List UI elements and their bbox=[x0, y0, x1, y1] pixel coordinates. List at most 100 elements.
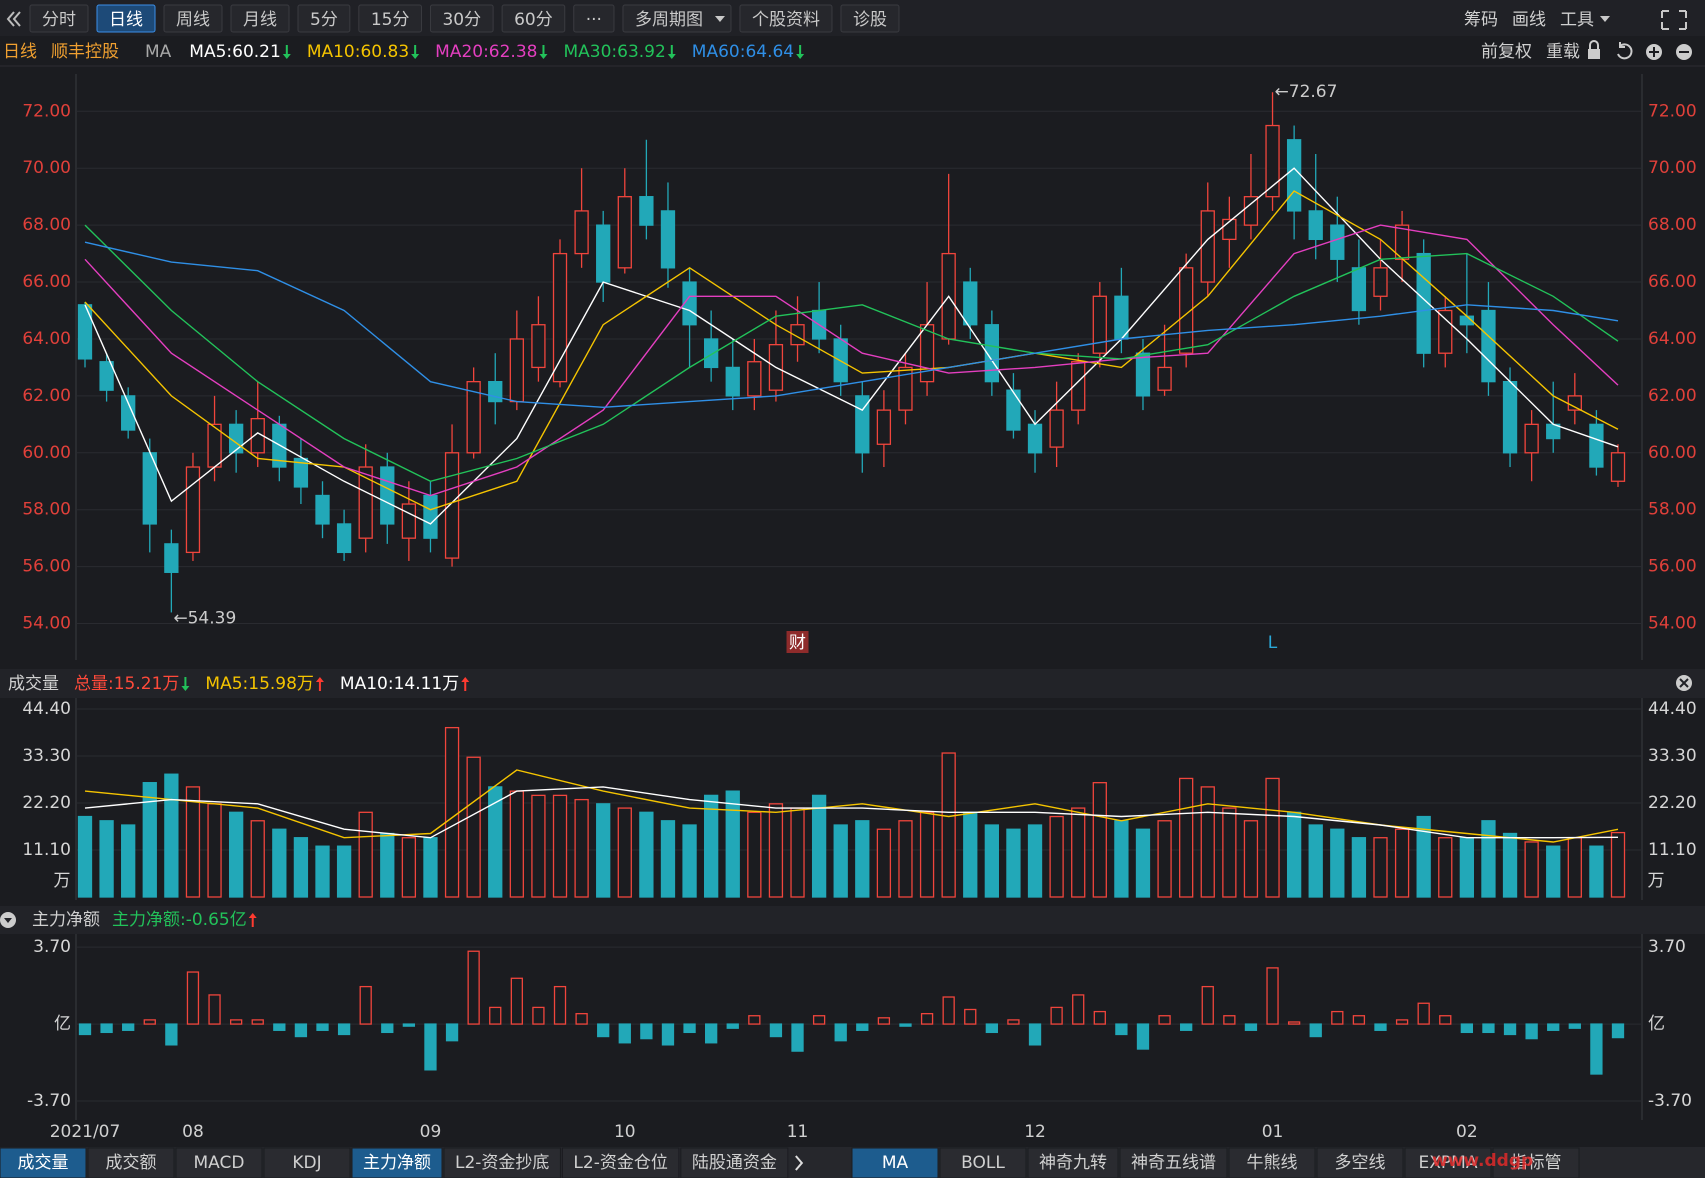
volume-legend: MA10:14.11万 bbox=[340, 674, 459, 694]
indicator-tab-label[interactable]: MA bbox=[882, 1153, 909, 1173]
period-tab-label[interactable]: 5分 bbox=[310, 10, 338, 30]
candle-body bbox=[1114, 295, 1129, 340]
indicator-tab[interactable] bbox=[443, 1147, 561, 1178]
flow-bar bbox=[575, 1013, 588, 1025]
period-tab-label[interactable]: 60分 bbox=[514, 10, 553, 30]
volume-bar bbox=[811, 794, 827, 898]
period-tab[interactable] bbox=[739, 4, 833, 33]
indicator-tab-label[interactable]: 成交额 bbox=[106, 1153, 157, 1173]
indicator-tab-label[interactable]: L2-资金仓位 bbox=[573, 1153, 667, 1173]
indicator-tab-label[interactable]: MACD bbox=[194, 1153, 245, 1173]
back-icon[interactable] bbox=[6, 11, 15, 27]
indicator-tab-label[interactable]: KDJ bbox=[292, 1153, 321, 1173]
undo-icon[interactable] bbox=[1617, 42, 1633, 60]
period-tab-label[interactable]: ··· bbox=[586, 10, 602, 30]
indicator-tab-label[interactable]: 主力净额 bbox=[363, 1153, 431, 1173]
close-icon[interactable] bbox=[1679, 678, 1689, 688]
indicator-tab-label[interactable]: 陆股通资金 bbox=[692, 1153, 777, 1173]
more-tabs-icon[interactable] bbox=[795, 1155, 804, 1171]
indicator-tab[interactable] bbox=[0, 1147, 87, 1178]
zoom-in-icon[interactable] bbox=[1649, 47, 1659, 57]
volume-bar bbox=[682, 824, 697, 898]
collapse-icon[interactable] bbox=[4, 918, 12, 923]
indicator-tab[interactable] bbox=[1492, 1147, 1580, 1178]
indicator-tab-label[interactable]: 神奇九转 bbox=[1039, 1153, 1107, 1173]
tool-button[interactable]: 画线 bbox=[1512, 10, 1546, 30]
indicator-tab[interactable] bbox=[680, 1147, 789, 1178]
indicator-tab[interactable] bbox=[1027, 1147, 1119, 1178]
period-tab[interactable] bbox=[840, 4, 900, 33]
indicator-tab[interactable] bbox=[351, 1147, 443, 1178]
indicator-tab[interactable] bbox=[1119, 1147, 1228, 1178]
period-tab-label[interactable]: 个股资料 bbox=[752, 10, 820, 30]
flow-bar bbox=[489, 1006, 502, 1025]
period-tab[interactable] bbox=[358, 4, 422, 33]
volume-bar bbox=[747, 811, 762, 898]
indicator-tab[interactable] bbox=[561, 1147, 680, 1178]
period-tab-label[interactable]: 30分 bbox=[442, 10, 481, 30]
indicator-tab-label[interactable]: BOLL bbox=[961, 1153, 1005, 1173]
info-text: MA bbox=[145, 42, 172, 62]
back-icon[interactable] bbox=[12, 11, 21, 27]
volume-bar bbox=[552, 794, 568, 898]
period-tab[interactable] bbox=[163, 4, 223, 33]
period-tab[interactable] bbox=[573, 4, 615, 33]
y-tick-label-right: 68.00 bbox=[1648, 215, 1697, 235]
indicator-tab-label[interactable]: L2-资金抄底 bbox=[455, 1153, 549, 1173]
candle-body bbox=[99, 361, 114, 391]
ma-line bbox=[84, 224, 1619, 483]
indicator-tab[interactable] bbox=[1228, 1147, 1316, 1178]
period-tab[interactable] bbox=[429, 4, 494, 33]
indicator-tab-label[interactable]: EXPMA bbox=[1419, 1153, 1478, 1173]
indicator-tab-label[interactable]: 指标管 bbox=[1511, 1153, 1562, 1173]
volume-bar bbox=[1610, 831, 1626, 898]
indicator-tab[interactable] bbox=[175, 1147, 263, 1178]
period-tab-label[interactable]: 分时 bbox=[42, 10, 76, 30]
period-tab[interactable] bbox=[96, 4, 156, 33]
indicator-tab[interactable] bbox=[851, 1147, 939, 1178]
info-row bbox=[0, 37, 1705, 65]
volume-bar bbox=[293, 837, 309, 898]
option-button[interactable]: 重载 bbox=[1546, 42, 1580, 62]
ma-legend: MA20:62.38 bbox=[435, 42, 537, 62]
indicator-tab[interactable] bbox=[1316, 1147, 1404, 1178]
volume-bar bbox=[164, 773, 179, 898]
y-tick-label-right: 60.00 bbox=[1648, 443, 1697, 463]
tool-button[interactable]: 工具 bbox=[1560, 10, 1594, 30]
lock-icon[interactable] bbox=[1588, 49, 1600, 59]
flow-bar bbox=[597, 1023, 610, 1038]
period-tab[interactable] bbox=[230, 4, 290, 33]
period-tab-label[interactable]: 多周期图 bbox=[635, 10, 703, 30]
flow-bar bbox=[100, 1023, 113, 1034]
option-button[interactable]: 前复权 bbox=[1481, 42, 1532, 62]
period-tab[interactable] bbox=[297, 4, 351, 33]
indicator-tab-label[interactable]: 牛熊线 bbox=[1247, 1153, 1298, 1173]
period-tab[interactable] bbox=[29, 4, 89, 33]
unit-label: 万 bbox=[54, 871, 71, 891]
period-tab-label[interactable]: 日线 bbox=[109, 10, 143, 30]
period-tab-label[interactable]: 月线 bbox=[243, 10, 277, 30]
indicator-tab-label[interactable]: 神奇五线谱 bbox=[1131, 1153, 1216, 1173]
volume-bar bbox=[855, 820, 870, 898]
indicator-tab-label[interactable]: 多空线 bbox=[1335, 1153, 1386, 1173]
fullscreen-icon[interactable] bbox=[1661, 10, 1687, 30]
volume-bar bbox=[1567, 837, 1582, 898]
indicator-tab[interactable] bbox=[263, 1147, 351, 1178]
indicator-tab-label[interactable]: 成交量 bbox=[18, 1153, 69, 1173]
indicator-tab[interactable] bbox=[1404, 1147, 1492, 1178]
period-tab-label[interactable]: 15分 bbox=[371, 10, 410, 30]
candle-body bbox=[639, 196, 654, 226]
event-marker: 财 bbox=[789, 633, 806, 653]
volume-bar bbox=[358, 811, 373, 898]
ma-line bbox=[84, 241, 1619, 409]
period-tab-label[interactable]: 周线 bbox=[176, 10, 210, 30]
period-tab-label[interactable]: 诊股 bbox=[853, 10, 887, 30]
period-tab[interactable] bbox=[501, 4, 566, 33]
indicator-tab[interactable] bbox=[87, 1147, 175, 1178]
lock-icon[interactable] bbox=[1589, 40, 1599, 49]
y-tick-label-right: 72.00 bbox=[1648, 101, 1697, 121]
y-tick-label-right: -3.70 bbox=[1648, 1091, 1692, 1111]
period-tab[interactable] bbox=[622, 4, 732, 33]
tool-button[interactable]: 筹码 bbox=[1464, 10, 1498, 30]
indicator-tab[interactable] bbox=[939, 1147, 1027, 1178]
